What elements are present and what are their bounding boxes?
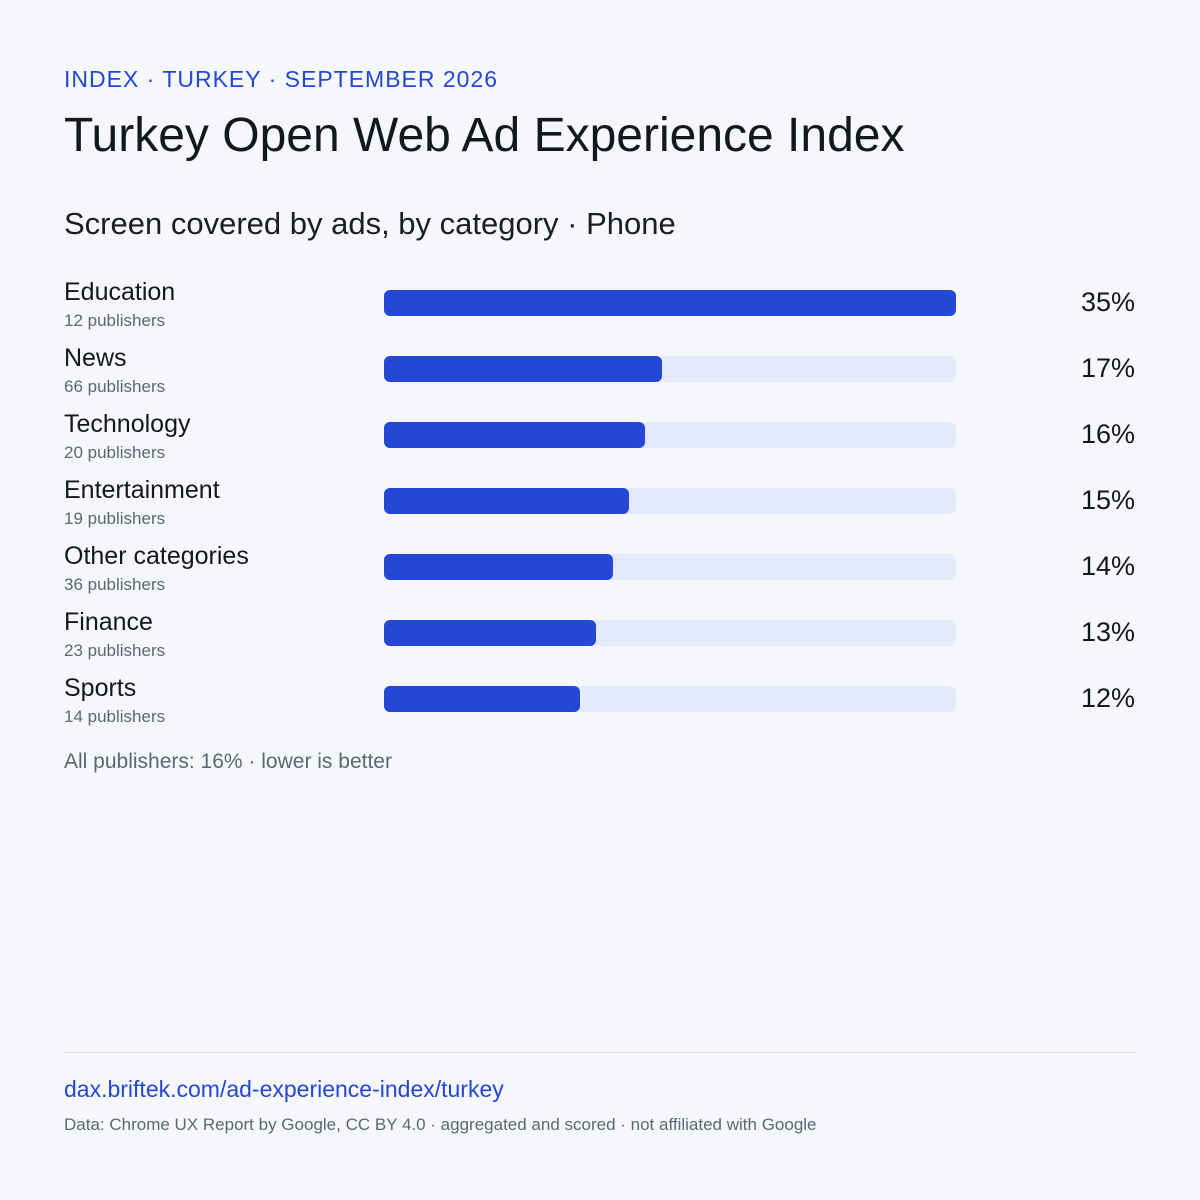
value-label: 15%	[1080, 485, 1135, 515]
value-label: 12%	[1080, 683, 1135, 713]
bar	[384, 554, 613, 580]
category-label: Technology	[64, 410, 191, 438]
bar-track	[384, 422, 956, 448]
publisher-count: 14 publishers	[64, 707, 166, 726]
publisher-count: 19 publishers	[64, 509, 166, 528]
value-label: 16%	[1080, 419, 1135, 449]
bar	[384, 422, 646, 448]
bar-row: Entertainment 19 publishers 15%	[64, 476, 1136, 542]
category-label: News	[64, 344, 127, 372]
publisher-count: 20 publishers	[64, 443, 166, 462]
category-label: Finance	[64, 608, 153, 636]
bar-row: Education 12 publishers 35%	[64, 278, 1136, 344]
category-label: Entertainment	[64, 476, 220, 504]
bar	[384, 686, 581, 712]
bar-row: Sports 14 publishers 12%	[64, 674, 1136, 740]
bar-track	[384, 686, 956, 712]
bar	[384, 488, 630, 514]
page-title: Turkey Open Web Ad Experience Index	[64, 109, 905, 162]
publisher-count: 12 publishers	[64, 311, 166, 330]
value-label: 14%	[1080, 551, 1135, 581]
bar	[384, 620, 597, 646]
publisher-count: 36 publishers	[64, 575, 166, 594]
bar-row: Technology 20 publishers 16%	[64, 410, 1136, 476]
bar-row: Other categories 36 publishers 14%	[64, 542, 1136, 608]
value-label: 17%	[1080, 353, 1135, 383]
eyebrow: INDEX · TURKEY · SEPTEMBER 2026	[64, 66, 499, 92]
divider	[64, 1052, 1136, 1053]
footnote: All publishers: 16% · lower is better	[64, 750, 392, 773]
source-link[interactable]: dax.briftek.com/ad-experience-index/turk…	[64, 1076, 504, 1102]
publisher-count: 66 publishers	[64, 377, 166, 396]
bar-track	[384, 620, 956, 646]
bar	[384, 356, 662, 382]
value-label: 35%	[1080, 287, 1135, 317]
bar-track	[384, 488, 956, 514]
bar-track	[384, 356, 956, 382]
bar-row: News 66 publishers 17%	[64, 344, 1136, 410]
bar-row: Finance 23 publishers 13%	[64, 608, 1136, 674]
bar	[384, 290, 956, 316]
source-note: Data: Chrome UX Report by Google, CC BY …	[64, 1115, 817, 1134]
category-label: Education	[64, 278, 176, 306]
publisher-count: 23 publishers	[64, 641, 166, 660]
bar-track	[384, 554, 956, 580]
bar-chart: Education 12 publishers 35% News 66 publishe…	[64, 278, 1136, 740]
category-label: Other categories	[64, 542, 249, 570]
chart-subtitle: Screen covered by ads, by category · Pho…	[64, 206, 676, 241]
value-label: 13%	[1080, 617, 1135, 647]
category-label: Sports	[64, 674, 137, 702]
bar-track	[384, 290, 956, 316]
